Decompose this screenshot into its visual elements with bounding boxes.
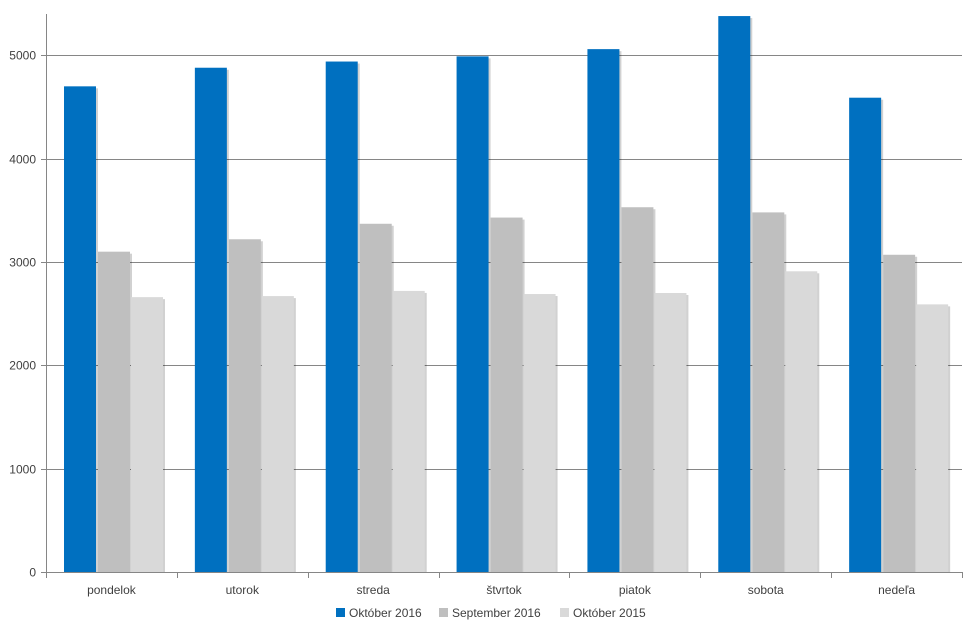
bar-september-2016 [359,223,392,572]
y-tick-label: 3000 [9,256,36,270]
bar-oktober-2015 [131,297,163,572]
bar-oktober-2015 [916,304,949,572]
bar-september-2016 [490,217,523,573]
axes [41,14,963,578]
x-category-label: streda [356,583,390,597]
bar-oktober-2016 [849,97,882,572]
bar-oktober-2015 [392,290,425,572]
bar-september-2016 [228,239,261,572]
y-tick-label: 0 [29,566,36,580]
legend-label: September 2016 [452,606,541,620]
x-category-label: sobota [748,583,784,597]
axis-labels: 0 1000 2000 3000 4000 5000 pondelok utorok stred… [9,49,915,598]
legend-swatch [336,608,345,617]
x-category-label: štvrtok [486,583,522,597]
x-category-label: utorok [226,583,260,597]
bar-september-2016 [98,251,130,572]
legend-swatch [439,608,448,617]
bar-oktober-2015 [654,293,687,572]
legend-swatch [560,608,569,617]
bar-oktober-2016 [194,67,227,572]
y-tick-label: 4000 [9,153,36,167]
bar-oktober-2016 [64,86,96,572]
bar-september-2016 [883,254,916,572]
y-tick-label: 5000 [9,49,36,63]
bar-oktober-2015 [785,271,818,572]
bar-oktober-2016 [587,49,620,572]
bar-oktober-2016 [325,61,358,573]
bar-september-2016 [752,212,785,572]
bar-oktober-2016 [718,16,751,573]
x-category-label: nedeľa [878,583,915,597]
y-tick-label: 2000 [9,359,36,373]
y-tick-label: 1000 [9,463,36,477]
bar-oktober-2016 [456,56,489,573]
bar-oktober-2015 [261,296,294,572]
legend-label: Október 2015 [573,606,646,620]
legend: Október 2016 September 2016 Október 2015 [336,606,646,620]
bar-september-2016 [621,207,654,572]
legend-label: Október 2016 [349,606,422,620]
bars [64,16,951,573]
x-category-label: piatok [619,583,652,597]
x-category-label: pondelok [87,583,137,597]
bar-oktober-2015 [523,294,556,572]
